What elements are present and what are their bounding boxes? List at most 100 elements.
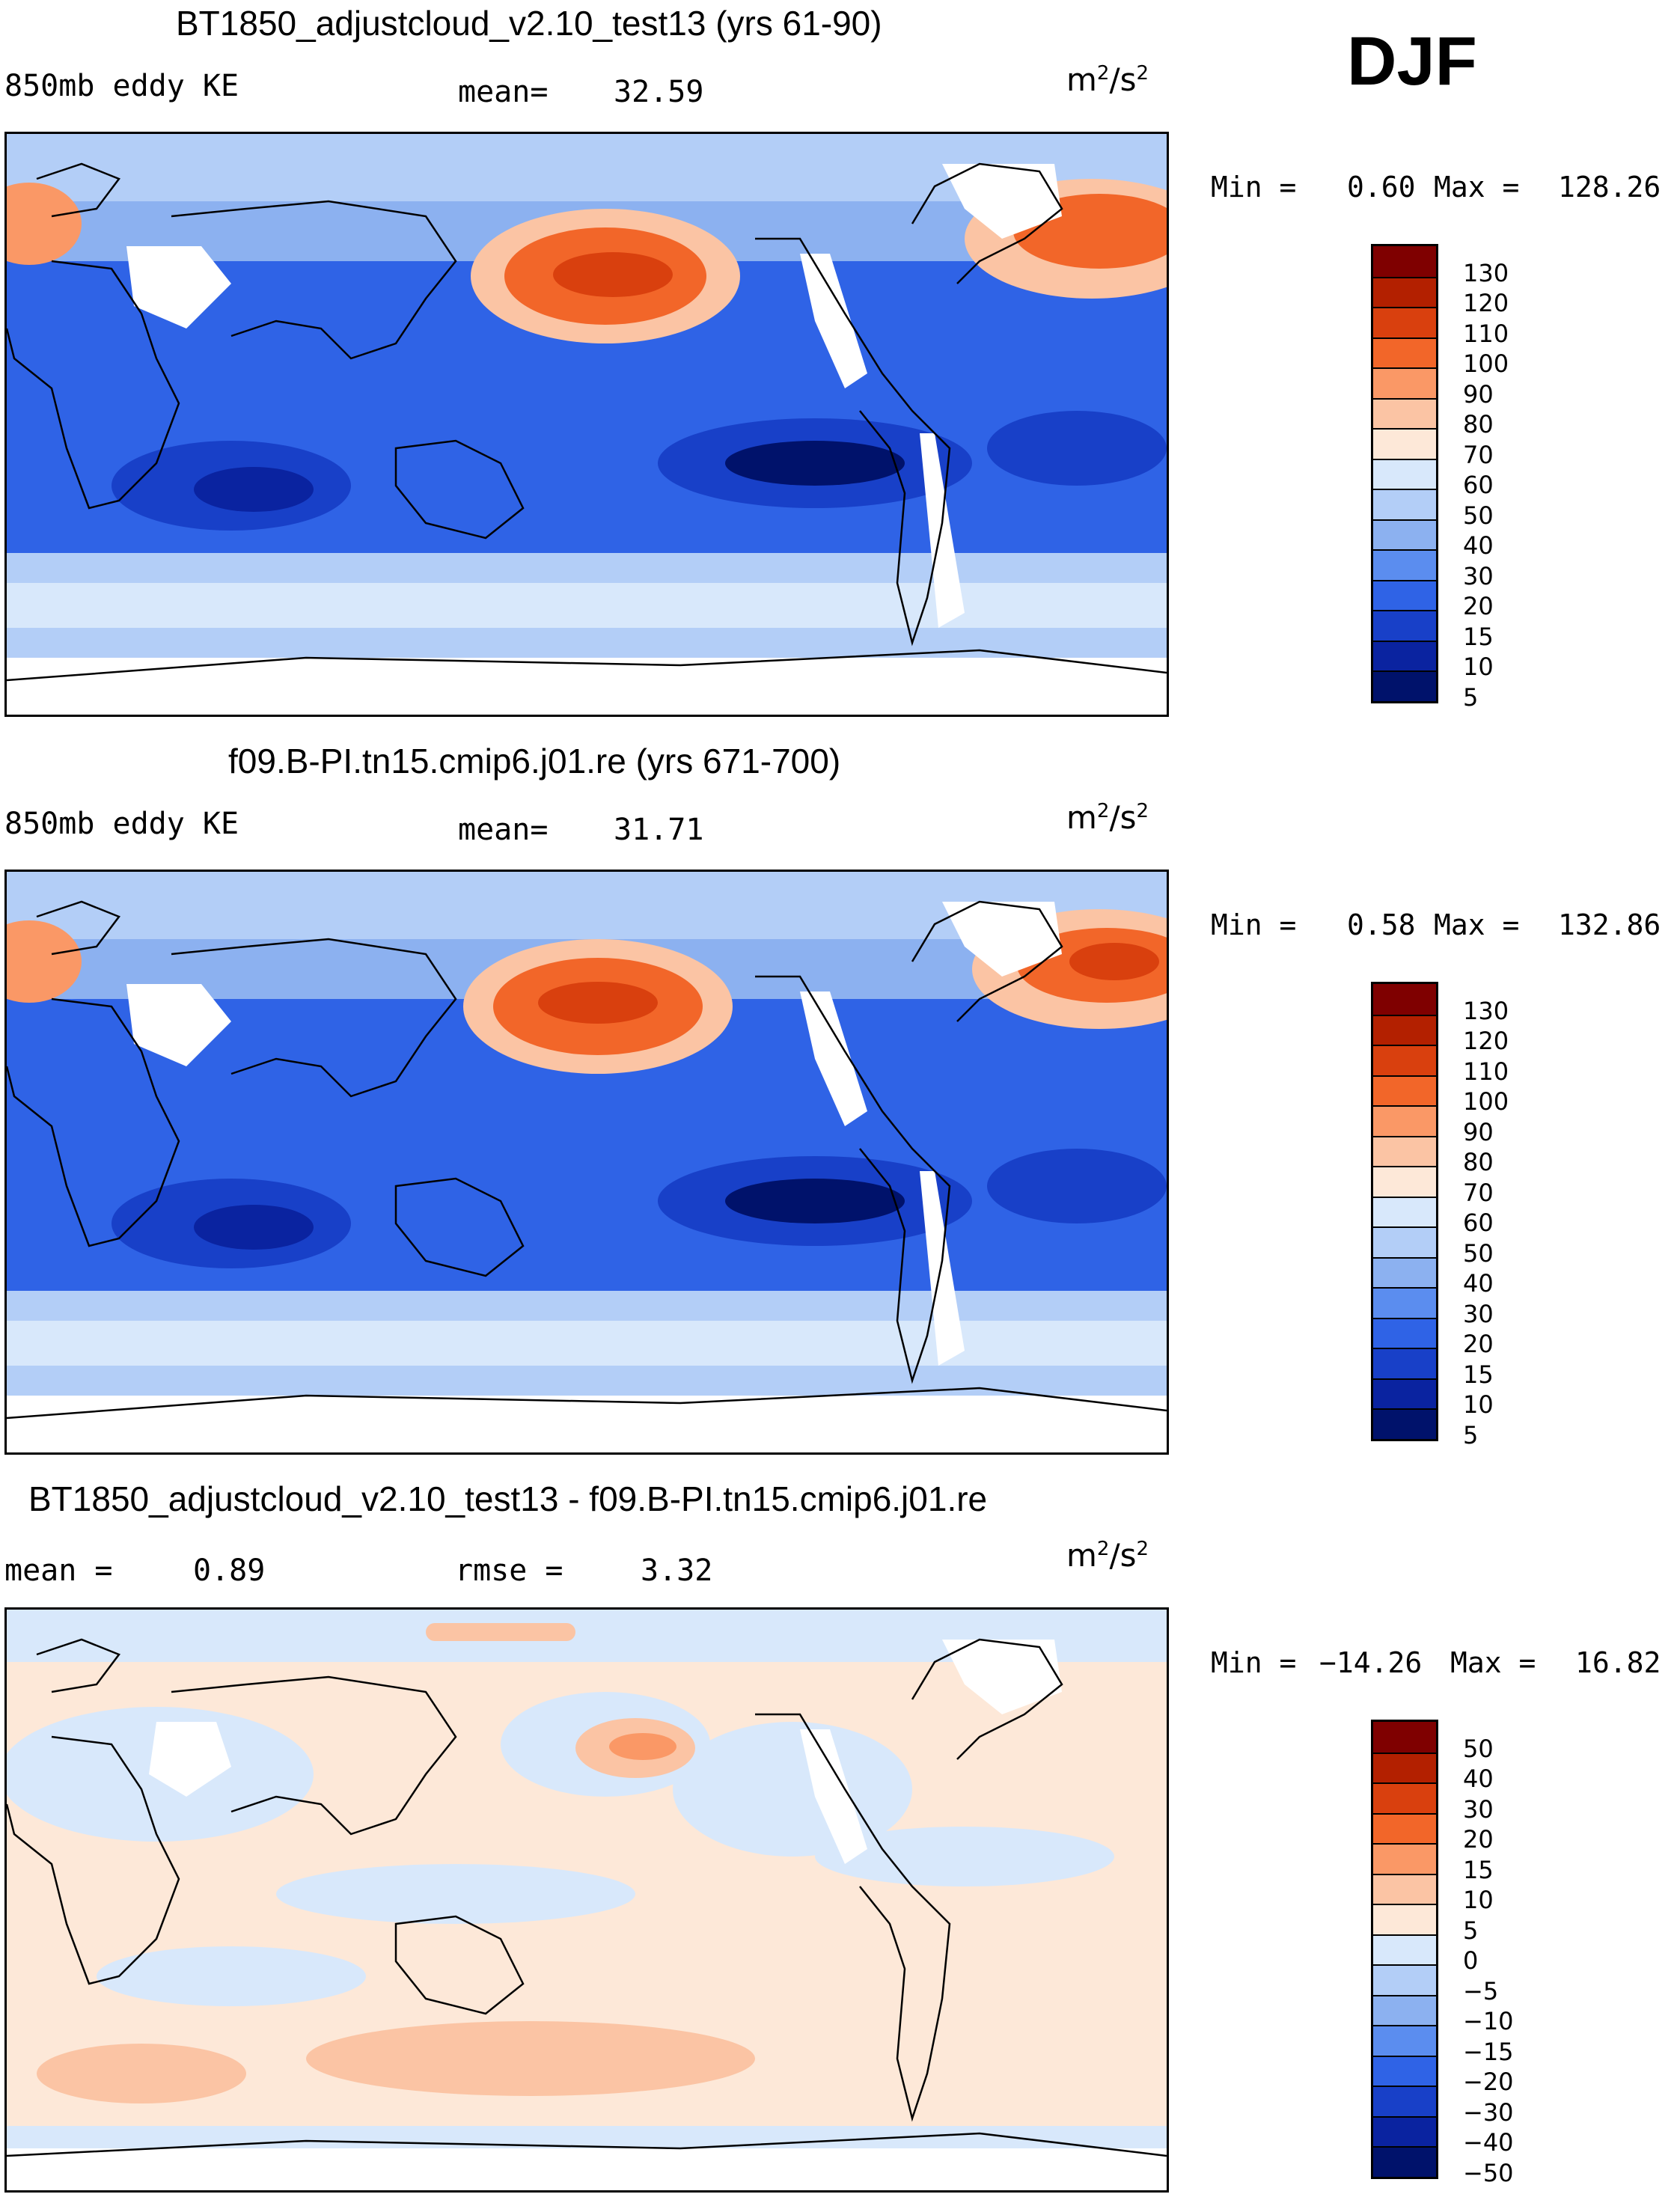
field-low-atlantic [987, 411, 1167, 486]
colorbar-segment [1373, 1135, 1436, 1167]
himalaya-mask [149, 1722, 231, 1797]
americas-coast [755, 1713, 951, 2122]
colorbar-tick-label: 5 [1463, 683, 1479, 712]
colorbar-segment [1373, 1105, 1436, 1136]
colorbar-segment [1373, 458, 1436, 489]
panel-3-rmse-value: 3.32 [641, 1553, 713, 1588]
colorbar-tick-label: 50 [1463, 1238, 1494, 1268]
colorbar-tick-label: −40 [1463, 2128, 1514, 2157]
europe-coast [36, 162, 120, 218]
north-america-coast [911, 900, 1063, 1022]
colorbar-segment [1373, 519, 1436, 550]
colorbar-tick-label: 0 [1463, 1946, 1479, 1976]
panel-1-min-label: Min = [1211, 171, 1297, 204]
panel-3-mean-label: mean = [4, 1553, 113, 1588]
field-patch-arctic-pos [426, 1623, 575, 1641]
greenland-mask [942, 902, 1062, 977]
colorbar-tick-label: 20 [1463, 1330, 1494, 1359]
colorbar-tick-label: 30 [1463, 1794, 1494, 1824]
colorbar-segment [1373, 307, 1436, 337]
field-neg-indian [97, 1946, 366, 2006]
colorbar-segment [1373, 1843, 1436, 1874]
antarctica [7, 658, 1167, 715]
field-pos-npacific-core [609, 1733, 676, 1760]
panel-2-map [4, 870, 1169, 1455]
colorbar-tick-label: 50 [1463, 1734, 1494, 1763]
colorbar-segment [1373, 1408, 1436, 1439]
season-label: DJF [1347, 23, 1477, 100]
colorbar-tick-label: −5 [1463, 1976, 1499, 2005]
africa-coast [7, 997, 180, 1247]
panel-1-variable: 850mb eddy KE [4, 69, 239, 103]
europe-coast [36, 1638, 120, 1693]
field-low-pacific-core [725, 441, 905, 486]
colorbar-tick-label: 70 [1463, 1178, 1494, 1207]
panel-1-mean-value: 32.59 [614, 75, 704, 109]
colorbar-segment [1373, 1904, 1436, 1934]
rockies-mask [800, 1729, 867, 1864]
colorbar-tick-label: 130 [1463, 996, 1509, 1025]
americas-coast [755, 237, 951, 647]
australia-coast [394, 1915, 525, 2015]
colorbar-tick-label: 100 [1463, 1087, 1509, 1116]
panel-2-mean-value: 31.71 [614, 813, 704, 847]
panel-2-variable: 850mb eddy KE [4, 807, 239, 841]
colorbar-segment [1373, 579, 1436, 611]
field-low-atlantic [987, 1149, 1167, 1223]
colorbar-segment [1373, 1378, 1436, 1409]
colorbar-tick-label: 10 [1463, 653, 1494, 682]
colorbar-segment [1373, 1964, 1436, 1995]
panel-1-title: BT1850_adjustcloud_v2.10_test13 (yrs 61-… [176, 4, 882, 43]
colorbar-tick-label: 30 [1463, 1299, 1494, 1328]
greenland-mask [942, 164, 1062, 239]
panel-2-min-label: Min = [1211, 908, 1297, 941]
colorbar-tick-label: 10 [1463, 1886, 1494, 1915]
panel-3-colorbar-labels: 50 40 30 20 15 10 5 0 −5 −10 −15 −20 −30 −40 −50 [1463, 1720, 1560, 2187]
colorbar-tick-label: 5 [1463, 1421, 1479, 1449]
panel-3-max-label: Max = [1450, 1646, 1536, 1679]
asia-coast [171, 1675, 457, 1836]
greenland-mask [942, 1640, 1062, 1714]
pacific-storm-track-core [553, 252, 673, 297]
andes-mask [920, 1171, 965, 1366]
field-neg-tropatl [815, 1827, 1114, 1886]
field-low-pacific-core [725, 1179, 905, 1223]
colorbar-segment [1373, 2086, 1436, 2116]
colorbar-tick-label: 90 [1463, 379, 1494, 409]
colorbar-tick-label: 110 [1463, 319, 1509, 348]
colorbar-segment [1373, 1348, 1436, 1378]
antarctica [7, 2148, 1167, 2190]
africa-coast [7, 1735, 180, 1985]
panel-2-min-value: 0.58 [1347, 908, 1416, 941]
colorbar-segment [1373, 489, 1436, 519]
colorbar-segment [1373, 610, 1436, 641]
coastlines [7, 1638, 1167, 2157]
panel-3-title: BT1850_adjustcloud_v2.10_test13 - f09.B-… [28, 1479, 988, 1518]
australia-coast [394, 439, 525, 540]
panel-3-map-svg [7, 1610, 1167, 2190]
australia-coast [394, 1177, 525, 1277]
panel-1-min-value: 0.60 [1347, 171, 1416, 204]
panel-1-max-label: Max = [1434, 171, 1520, 204]
colorbar-tick-label: 20 [1463, 592, 1494, 621]
colorbar-segment [1373, 640, 1436, 671]
colorbar-tick-label: 40 [1463, 1269, 1494, 1298]
colorbar-tick-label: 50 [1463, 501, 1494, 530]
colorbar-segment [1373, 2146, 1436, 2177]
north-america-coast [911, 162, 1063, 284]
panel-2-max-value: 132.86 [1558, 908, 1661, 941]
colorbar-segment [1373, 1196, 1436, 1227]
rockies-mask [800, 991, 867, 1126]
field-pos-southern [306, 2021, 755, 2096]
colorbar-segment [1373, 1045, 1436, 1075]
himalaya-mask [126, 984, 231, 1066]
colorbar-segment [1373, 246, 1436, 277]
colorbar-tick-label: 15 [1463, 622, 1494, 651]
panel-2-colorbar [1371, 982, 1438, 1441]
panel-2-max-label: Max = [1434, 908, 1520, 941]
field-band-south-storm [7, 1321, 1167, 1366]
colorbar-tick-label: 90 [1463, 1117, 1494, 1146]
colorbar-tick-label: 120 [1463, 289, 1509, 318]
panel-1-map [4, 132, 1169, 717]
colorbar-segment [1373, 276, 1436, 308]
